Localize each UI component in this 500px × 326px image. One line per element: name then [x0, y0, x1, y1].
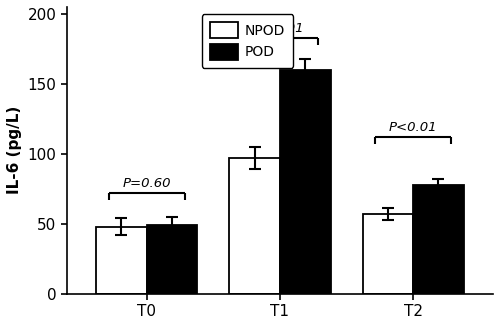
Bar: [230, 158, 280, 294]
Legend: NPOD, POD: NPOD, POD: [202, 14, 294, 68]
Bar: [146, 225, 198, 294]
Bar: [413, 185, 464, 294]
Text: P<0.01: P<0.01: [256, 22, 304, 35]
Text: P<0.01: P<0.01: [389, 121, 438, 134]
Bar: [280, 70, 330, 294]
Text: P=0.60: P=0.60: [122, 177, 171, 190]
Bar: [96, 227, 146, 294]
Y-axis label: IL-6 (pg/L): IL-6 (pg/L): [7, 106, 22, 194]
Bar: [362, 214, 413, 294]
